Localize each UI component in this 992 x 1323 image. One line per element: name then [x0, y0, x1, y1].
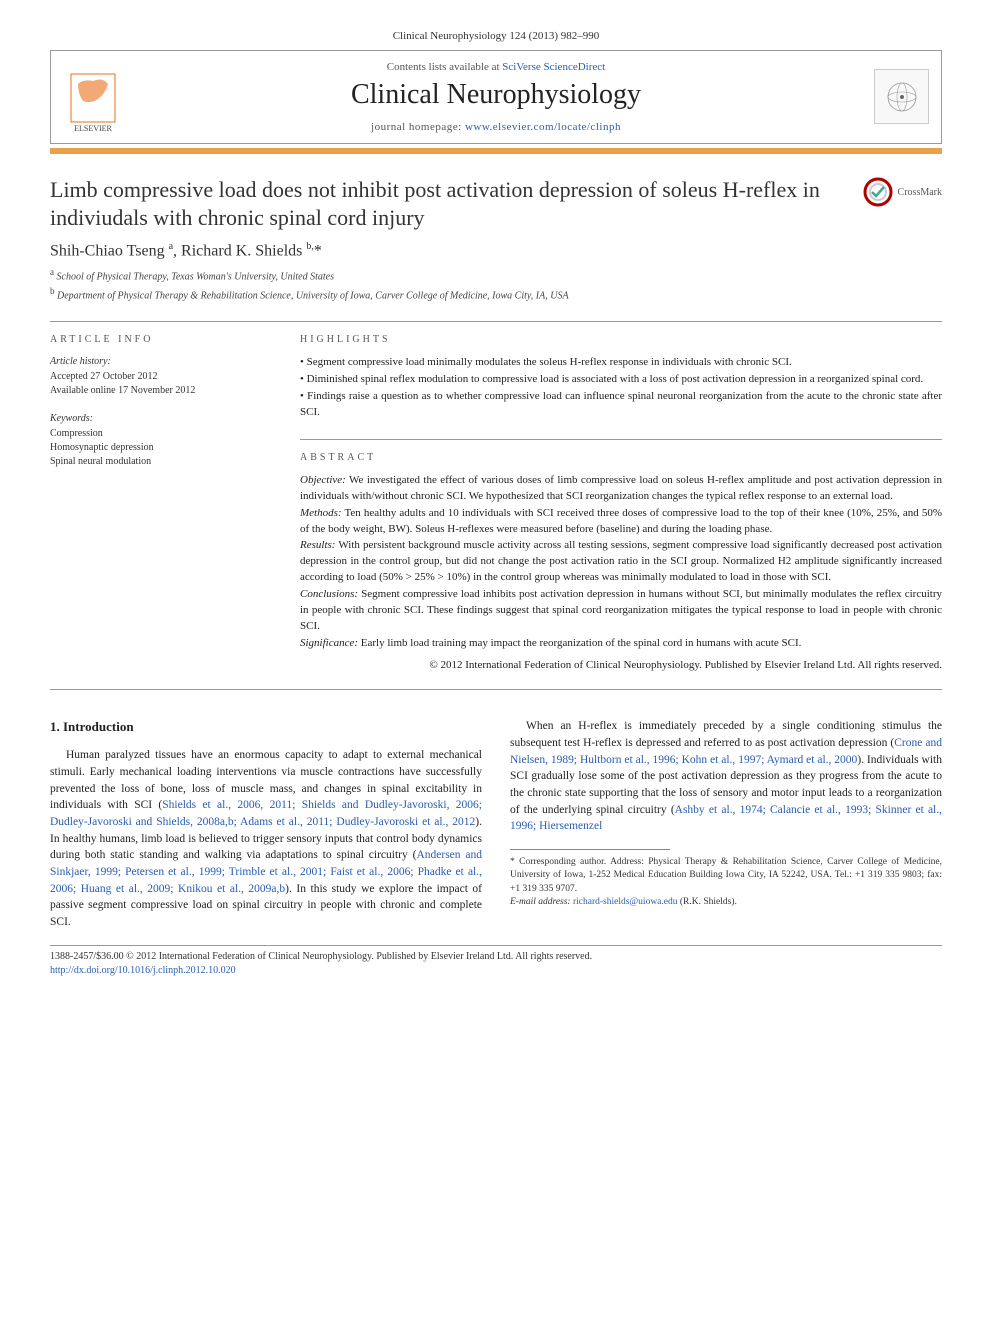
affiliations: a School of Physical Therapy, Texas Woma… [50, 266, 942, 303]
keywords: Keywords: CompressionHomosynaptic depres… [50, 412, 270, 469]
doi-link[interactable]: http://dx.doi.org/10.1016/j.clinph.2012.… [50, 965, 236, 976]
article-title: Limb compressive load does not inhibit p… [50, 176, 862, 231]
journal-title: Clinical Neurophysiology [63, 79, 929, 111]
footnotes: * Corresponding author. Address: Physica… [510, 856, 942, 909]
highlights-label: HIGHLIGHTS [300, 334, 942, 345]
body-text: 1. Introduction Human paralyzed tissues … [50, 718, 942, 930]
elsevier-logo: ELSEVIER [63, 69, 123, 134]
sciencedirect-link[interactable]: SciVerse ScienceDirect [502, 61, 605, 73]
email-link[interactable]: richard-shields@uiowa.edu [573, 897, 678, 907]
abstract-copyright: © 2012 International Federation of Clini… [300, 658, 942, 673]
article-history: Article history: Accepted 27 October 201… [50, 355, 270, 398]
corresponding-author: * Corresponding author. Address: Physica… [510, 856, 942, 896]
journal-reference: Clinical Neurophysiology 124 (2013) 982–… [50, 30, 942, 42]
svg-text:ELSEVIER: ELSEVIER [74, 124, 112, 133]
article-info-label: ARTICLE INFO [50, 334, 270, 345]
page-footer: 1388-2457/$36.00 © 2012 International Fe… [50, 950, 942, 978]
crossmark-icon [862, 176, 894, 208]
homepage-link[interactable]: www.elsevier.com/locate/clinph [465, 121, 621, 133]
contents-line: Contents lists available at SciVerse Sci… [63, 61, 929, 73]
section-heading: 1. Introduction [50, 718, 482, 737]
journal-cover-thumbnail [874, 69, 929, 124]
abstract-label: ABSTRACT [300, 452, 942, 463]
accent-bar [50, 148, 942, 154]
crossmark-badge[interactable]: CrossMark [862, 176, 942, 208]
journal-homepage: journal homepage: www.elsevier.com/locat… [63, 121, 929, 133]
authors: Shih-Chiao Tseng a, Richard K. Shields b… [50, 241, 942, 260]
highlights: • Segment compressive load minimally mod… [300, 355, 942, 421]
abstract: Objective: We investigated the effect of… [300, 473, 942, 652]
journal-header: ELSEVIER Contents lists available at Sci… [50, 50, 942, 144]
paragraph: When an H-reflex is immediately preceded… [510, 718, 942, 835]
paragraph: Human paralyzed tissues have an enormous… [50, 747, 482, 930]
